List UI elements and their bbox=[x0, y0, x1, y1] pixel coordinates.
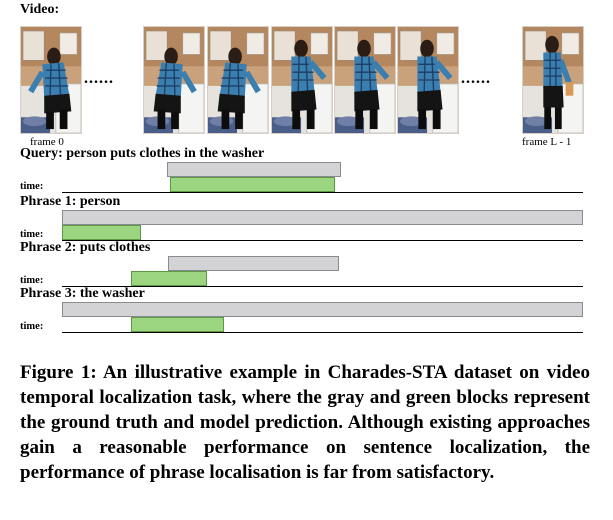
time-axis bbox=[62, 286, 583, 288]
time-label: time: bbox=[20, 181, 44, 192]
row-label: Query: person puts clothes in the washer bbox=[20, 146, 265, 161]
ground-truth-block bbox=[167, 256, 340, 271]
prediction-block bbox=[62, 225, 142, 240]
row-label: Phrase 1: person bbox=[20, 194, 121, 209]
prediction-block bbox=[130, 271, 208, 286]
video-frame bbox=[397, 26, 459, 134]
ground-truth-block bbox=[166, 162, 341, 177]
time-label: time: bbox=[20, 275, 44, 286]
video-frame bbox=[143, 26, 205, 134]
figure-caption: Figure 1: An illustrative example in Cha… bbox=[20, 362, 590, 483]
row-label: Phrase 3: the washer bbox=[20, 286, 145, 301]
video-frame bbox=[207, 26, 269, 134]
time-axis bbox=[62, 192, 583, 194]
ellipsis-right: ...... bbox=[461, 70, 491, 87]
video-frame bbox=[334, 26, 396, 134]
last-frame-label: frame L - 1 bbox=[522, 136, 572, 148]
row-label: Phrase 2: puts clothes bbox=[20, 240, 151, 255]
time-label: time: bbox=[20, 321, 44, 332]
ground-truth-block bbox=[62, 302, 583, 317]
prediction-block bbox=[169, 177, 335, 192]
video-frame bbox=[522, 26, 584, 134]
video-label: Video: bbox=[20, 2, 60, 17]
prediction-block bbox=[130, 317, 225, 332]
time-axis bbox=[62, 332, 583, 334]
first-frame-label: frame 0 bbox=[30, 136, 64, 148]
ellipsis-left: ...... bbox=[84, 70, 114, 87]
ground-truth-block bbox=[62, 210, 583, 225]
video-frame bbox=[20, 26, 82, 134]
video-frame bbox=[271, 26, 333, 134]
time-axis bbox=[62, 240, 583, 242]
time-label: time: bbox=[20, 229, 44, 240]
